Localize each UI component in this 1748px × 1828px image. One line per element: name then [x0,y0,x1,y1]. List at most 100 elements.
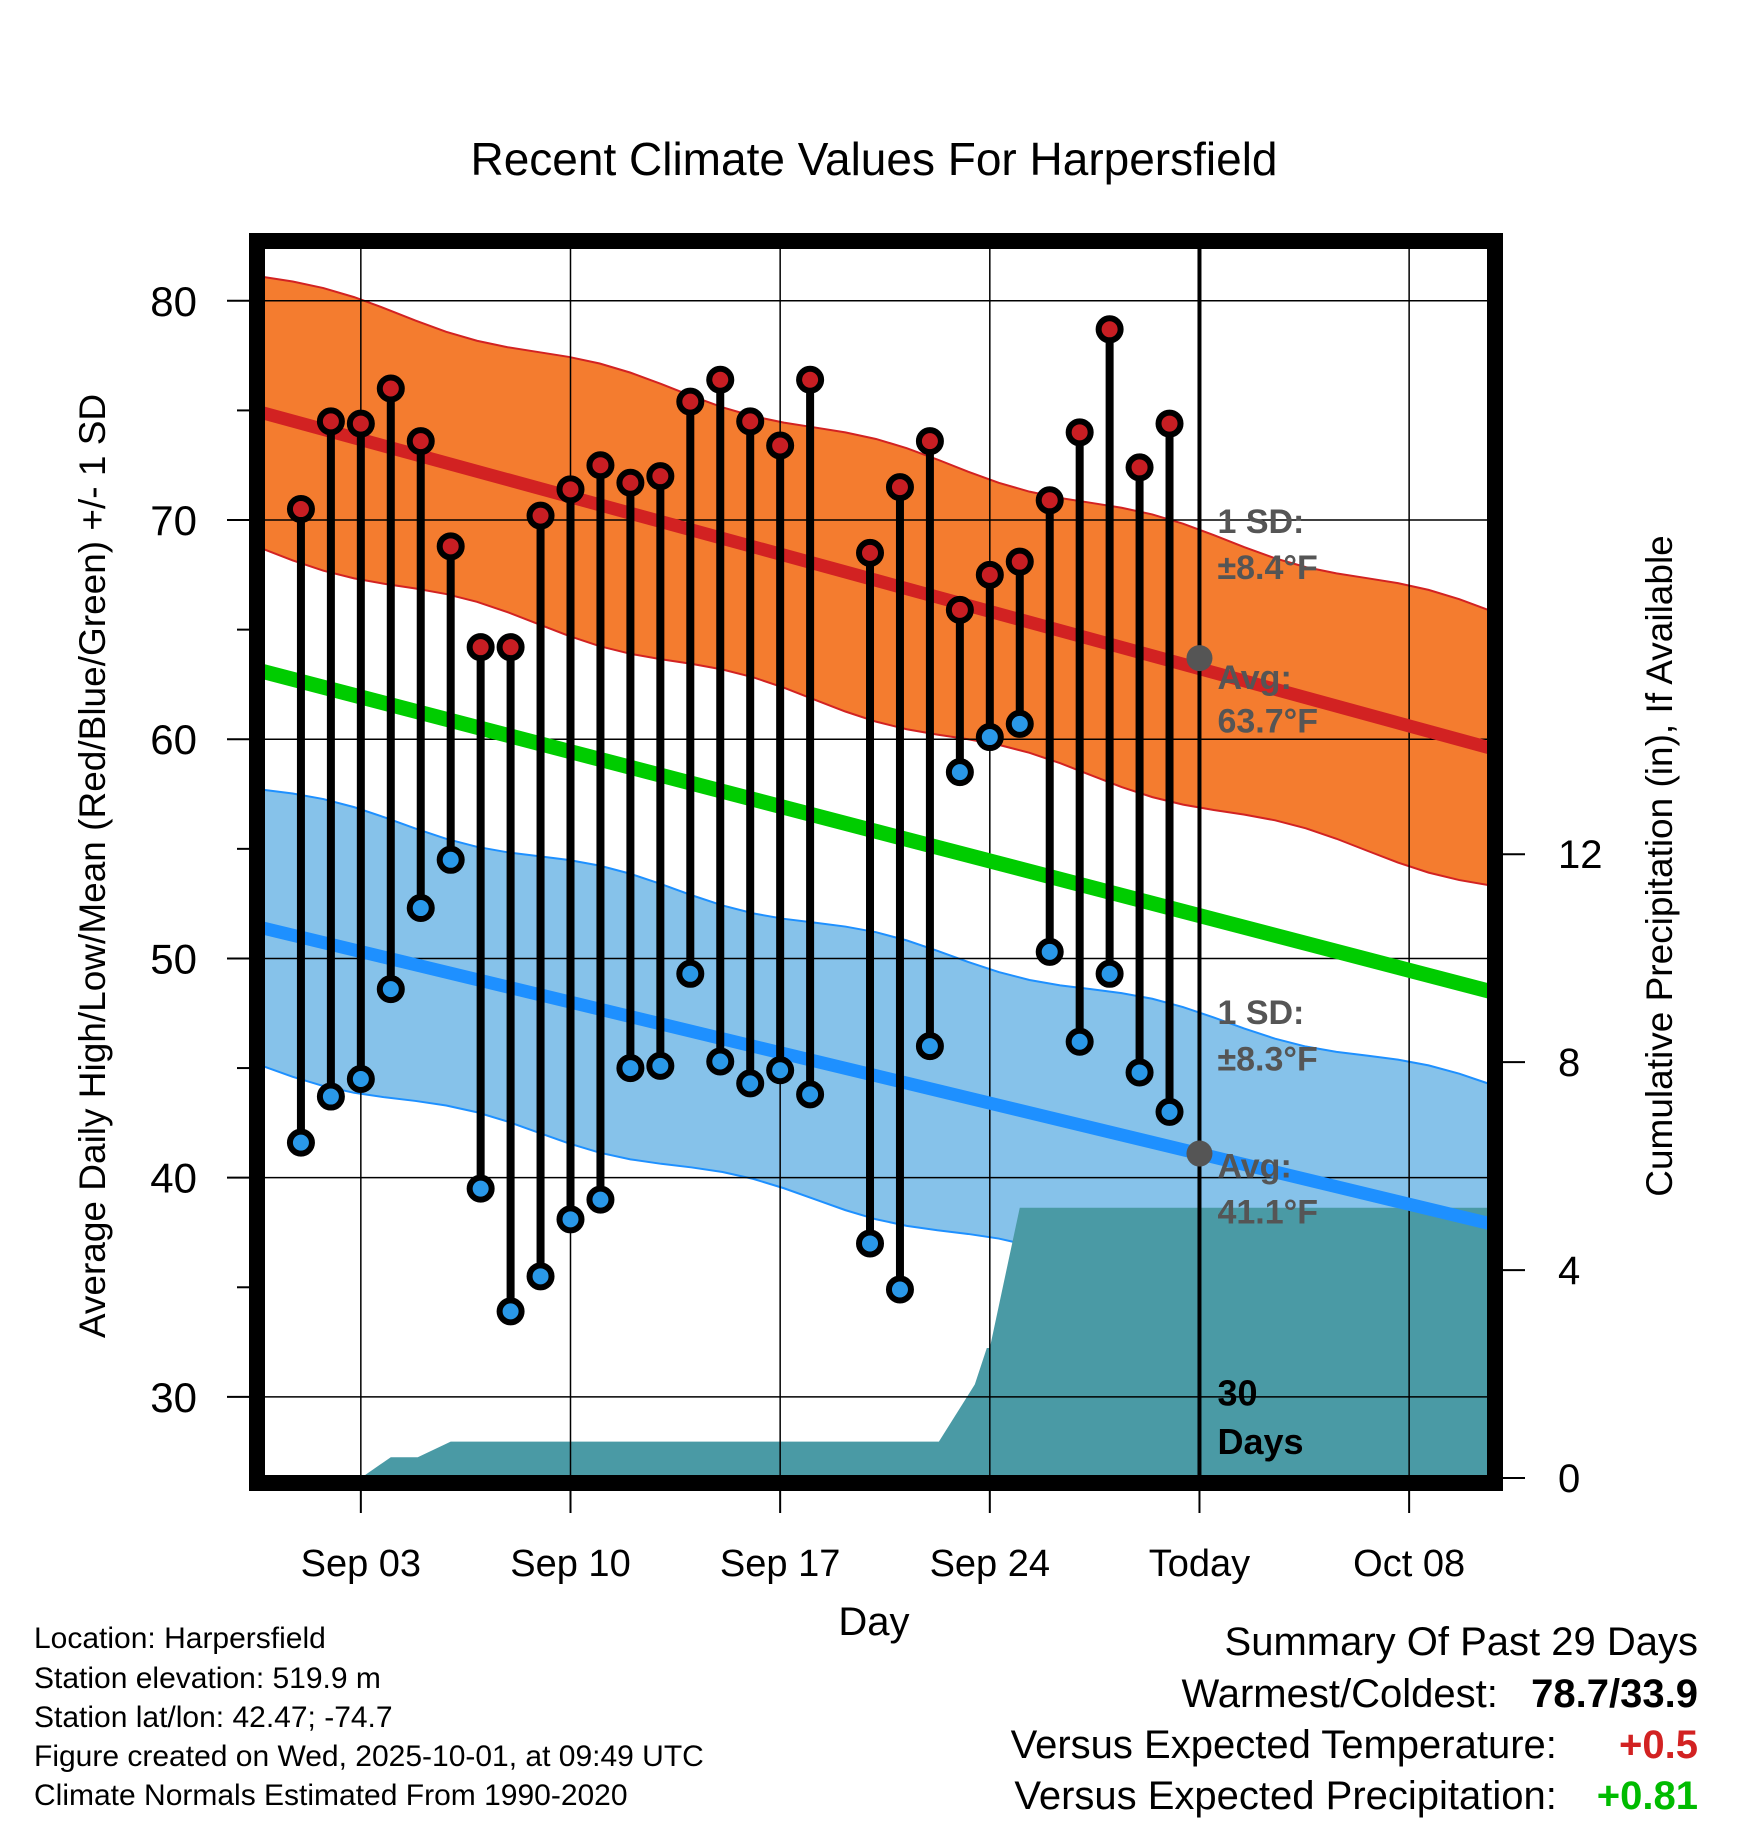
low-point [526,1262,555,1291]
x-tick-label: Sep 03 [301,1543,421,1585]
y2-tick-label: 12 [1558,833,1603,877]
y-tick-label: 30 [150,1374,197,1421]
low-point [766,1056,795,1085]
high-avg-line [262,406,1490,755]
low-point [586,1185,615,1214]
plot-area: 1 SD: ±8.4°F Avg: 63.7°F 1 SD: ±8.3°F Avg: 41.1… [150,233,1603,1585]
low-point [975,723,1004,752]
low-point [286,1128,315,1157]
low-point [706,1047,735,1076]
precip-label: Versus Expected Precipitation: [1014,1774,1557,1818]
y2-tick-label: 4 [1558,1249,1580,1293]
high-point [975,560,1004,589]
high-point [346,409,375,438]
summary-warm-cold: Warmest/Coldest: 78.7/33.9 [1181,1672,1698,1717]
info-elevation: Station elevation: 519.9 m [34,1662,381,1695]
summary-title: Summary Of Past 29 Days [1224,1620,1698,1664]
low-point [436,845,465,874]
info-normals: Climate Normals Estimated From 1990-2020 [34,1779,628,1812]
low-point [646,1051,675,1080]
high-avg-label: Avg: [1217,659,1291,697]
low-point [885,1275,914,1304]
low-point [316,1082,345,1111]
low-avg-label: Avg: [1217,1148,1291,1186]
high-point [496,633,525,662]
low-point [556,1205,585,1234]
low-avg-line [262,921,1490,1231]
y2-tick-label: 0 [1558,1457,1580,1501]
temp-label: Versus Expected Temperature: [1010,1723,1557,1767]
high-point [646,462,675,491]
low-point [676,959,705,988]
plot-content: 1 SD: ±8.4°F Avg: 63.7°F 1 SD: ±8.3°F Avg: 41.1… [262,246,1490,1478]
info-latlon: Station lat/lon: 42.47; -74.7 [34,1701,393,1734]
low-point [346,1065,375,1094]
y2-tick-label: 8 [1558,1041,1580,1085]
low-point [1125,1058,1154,1087]
x-tick-label: Sep 24 [930,1543,1050,1585]
warm-cold-label: Warmest/Coldest: [1181,1672,1498,1716]
precip-value: +0.81 [1596,1774,1698,1818]
high-point [915,427,944,456]
y2-axis-label: Cumulative Precipitation (in), If Availa… [1639,535,1680,1197]
x-tick-label: Sep 10 [510,1543,630,1585]
high-sd-label: 1 SD: [1217,503,1304,541]
high-point [766,431,795,460]
y-tick-label: 60 [150,716,197,763]
days-count: 30 [1217,1373,1257,1414]
low-point [406,894,435,923]
y-axis-label: Average Daily High/Low/Mean (Red/Blue/Gr… [72,394,113,1338]
low-point [736,1069,765,1098]
today-low-avg-marker [1186,1140,1213,1167]
x-tick-label: Oct 08 [1353,1543,1465,1585]
low-point [616,1054,645,1083]
warm-cold-value: 78.7/33.9 [1531,1672,1698,1716]
high-point [1125,453,1154,482]
low-point [915,1032,944,1061]
high-avg-value: 63.7°F [1217,703,1318,741]
high-point [436,532,465,561]
high-point [466,633,495,662]
high-point [856,538,885,567]
low-point [1035,937,1064,966]
low-avg-value: 41.1°F [1217,1194,1318,1232]
y-tick-label: 80 [150,278,197,325]
low-point [1005,709,1034,738]
y-tick-label: 50 [150,935,197,982]
low-point [856,1229,885,1258]
high-point [885,473,914,502]
chart-title: Recent Climate Values For Harpersfield [470,133,1277,185]
y-tick-label: 70 [150,497,197,544]
low-point [796,1080,825,1109]
x-tick-label: Today [1149,1543,1250,1585]
low-point [466,1174,495,1203]
low-sd-label: 1 SD: [1217,994,1304,1032]
low-point [1155,1097,1184,1126]
days-word: Days [1217,1421,1303,1462]
high-point [376,374,405,403]
summary-precip: Versus Expected Precipitation: +0.81 [1014,1774,1698,1819]
temp-value: +0.5 [1619,1723,1698,1767]
mean-avg-line [262,664,1490,999]
high-point [1035,486,1064,515]
plot-frame [249,233,1503,1491]
high-point [676,387,705,416]
x-axis-label: Day [838,1600,909,1644]
high-point [586,451,615,480]
low-point [1095,959,1124,988]
high-point [406,427,435,456]
low-point [376,975,405,1004]
high-point [316,407,345,436]
high-point [556,475,585,504]
high-point [706,365,735,394]
precip-area [279,1207,1490,1478]
summary-temp: Versus Expected Temperature: +0.5 [1011,1723,1698,1768]
low-point [945,758,974,787]
low-point [496,1297,525,1326]
high-point [1095,315,1124,344]
high-point [616,468,645,497]
info-created: Figure created on Wed, 2025-10-01, at 09… [34,1740,704,1773]
x-tick-label: Sep 17 [720,1543,840,1585]
high-point [286,495,315,524]
